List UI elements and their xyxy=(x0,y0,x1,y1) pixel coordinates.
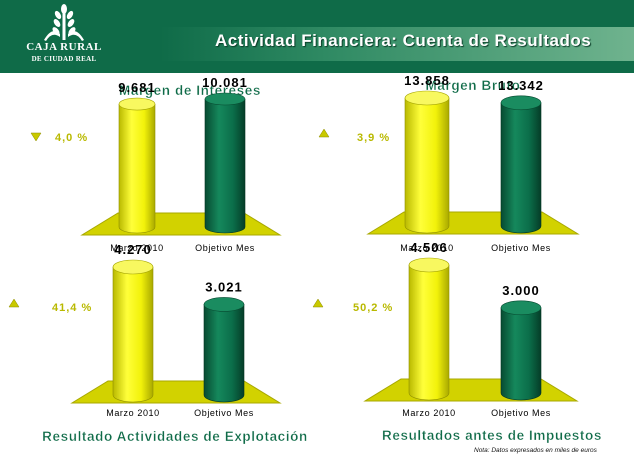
logo: CAJA RURAL DE CIUDAD REAL xyxy=(14,4,114,70)
chart-title: Margen Bruto xyxy=(426,78,521,93)
bar-value-label: 13.342 xyxy=(498,78,544,93)
bar-cap xyxy=(500,95,542,111)
change-percent-label: 3,9 % xyxy=(357,132,390,144)
bar-actual xyxy=(408,264,450,401)
logo-line1: CAJA RURAL xyxy=(26,41,102,53)
category-label: Marzo 2010 xyxy=(402,408,456,418)
bar-cap xyxy=(112,259,154,275)
chart-floor xyxy=(363,378,579,402)
bar-target xyxy=(204,98,246,234)
bar-value-label: 10.081 xyxy=(202,75,248,90)
bar-actual xyxy=(118,103,156,234)
category-label: Objetivo Mes xyxy=(491,408,551,418)
bar-actual xyxy=(404,97,450,234)
bar-target xyxy=(500,102,542,234)
bar-value-label: 3.000 xyxy=(502,283,540,298)
bar-actual xyxy=(112,266,154,403)
change-percent-label: 41,4 % xyxy=(52,302,92,314)
chart-floor xyxy=(366,211,580,235)
category-label: Marzo 2010 xyxy=(106,408,160,418)
bar-value-label: 3.021 xyxy=(205,279,243,294)
logo-line2: DE CIUDAD REAL xyxy=(31,55,97,63)
chart-panel-4: Resultados antes de Impuestos 50,2 % 4.506… xyxy=(312,240,602,443)
chart-panel-2: Margen Bruto 3,9 % 13.858 Marzo 2010 13.342 O… xyxy=(318,73,580,253)
category-label: Objetivo Mes xyxy=(195,243,255,253)
category-label: Objetivo Mes xyxy=(194,408,254,418)
category-label: Marzo 2010 xyxy=(400,243,454,253)
bar-cap xyxy=(118,97,156,111)
chart-floor xyxy=(80,212,282,236)
bar-value-label: 4.270 xyxy=(114,242,152,257)
bar-value-label: 4.506 xyxy=(410,240,448,255)
footnote: Nota: Datos expresados en miles de euros xyxy=(474,447,597,454)
change-percent-label: 4,0 % xyxy=(55,132,88,144)
wheat-icon xyxy=(44,4,84,41)
chart-title: Resultados antes de Impuestos xyxy=(382,428,602,443)
page-title: Actividad Financiera: Cuenta de Resultad… xyxy=(215,31,592,50)
bar-value-label: 13.858 xyxy=(404,73,450,88)
bar-cap xyxy=(408,257,450,273)
triangle-up-icon xyxy=(312,298,324,308)
triangle-up-icon xyxy=(8,298,20,308)
triangle-up-icon xyxy=(318,128,330,138)
bar-cap xyxy=(203,297,245,312)
chart-floor xyxy=(70,380,282,404)
chart-title: Resultado Actividades de Explotación xyxy=(42,429,308,444)
chart-panel-3: Resultado Actividades de Explotación 41,4… xyxy=(8,242,308,444)
bar-target xyxy=(500,307,542,401)
bar-value-label: 9.681 xyxy=(118,80,156,95)
change-percent-label: 50,2 % xyxy=(353,302,393,314)
header-band xyxy=(160,27,634,61)
bar-cap xyxy=(204,92,246,106)
category-label: Objetivo Mes xyxy=(491,243,551,253)
category-label: Marzo 2010 xyxy=(110,243,164,253)
bar-cap xyxy=(404,90,450,106)
triangle-down-icon xyxy=(30,132,42,142)
bar-cap xyxy=(500,300,542,316)
bar-target xyxy=(203,304,245,403)
